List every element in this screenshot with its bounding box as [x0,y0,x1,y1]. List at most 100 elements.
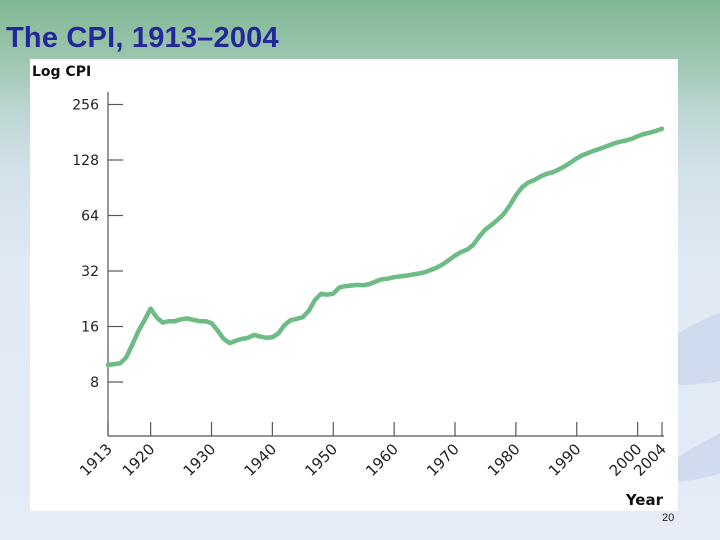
cpi-data-point [410,273,414,277]
cpi-data-point [630,137,634,141]
cpi-data-point [106,363,110,367]
cpi-data-point [209,321,214,325]
cpi-data-point [331,292,335,296]
cpi-data-point [587,151,591,155]
cpi-data-point [319,292,323,296]
x-tick-label: 1913 [76,440,116,480]
cpi-data-point [556,168,561,172]
cpi-data-point [538,175,542,179]
x-tick-label: 1930 [180,440,220,480]
x-tick-label: 1980 [484,440,524,480]
x-tick-label: 1940 [240,440,280,480]
y-tick-label: 256 [72,98,99,114]
cpi-data-point [617,140,622,144]
cpi-data-point [142,318,147,322]
cpi-data-point [459,250,463,254]
cpi-data-point [130,342,134,346]
cpi-data-point [325,293,329,297]
cpi-data-point [337,286,341,290]
cpi-data-point [392,275,396,279]
cpi-data-point [496,218,500,222]
cpi-data-point [185,316,189,320]
cpi-data-point [623,139,628,143]
y-tick-label: 64 [81,209,99,225]
y-tick-label: 8 [90,375,99,391]
cpi-data-point [161,321,165,325]
cpi-data-point [222,337,226,341]
cpi-data-point [270,335,274,339]
cpi-data-point [477,234,481,238]
x-axis-label: Year [625,491,664,509]
cpi-data-point [179,317,183,321]
cpi-data-point [563,164,567,168]
x-tick-label: 1990 [545,440,585,480]
cpi-data-point [423,270,427,274]
cpi-data-point [295,317,299,321]
series-layer [105,126,665,368]
cpi-data-point [471,243,475,247]
cpi-data-point [569,160,573,165]
cpi-data-point [191,318,195,322]
cpi-data-point [435,266,439,270]
cpi-data-point [593,148,597,152]
cpi-data-point [118,361,122,365]
cpi-data-point [264,336,268,340]
cpi-data-point [465,248,469,252]
cpi-data-point [228,341,232,345]
cpi-data-point [654,129,658,133]
cpi-data-point [124,355,128,359]
cpi-data-point [441,262,445,266]
page-number: 20 [662,512,675,524]
slide-title: The CPI, 1913–2004 [6,22,279,54]
cpi-data-point [246,336,250,340]
cpi-data-point [599,146,603,150]
cpi-data-point [502,212,506,216]
cpi-data-point [356,283,360,287]
cpi-data-point [429,268,433,272]
cpi-data-point [155,315,159,320]
cpi-data-point [581,153,585,157]
cpi-data-point [447,258,451,262]
cpi-data-point [167,319,171,323]
cpi-data-point [514,193,518,197]
cpi-data-point [386,277,390,281]
cpi-data-point [520,185,524,189]
cpi-data-point [173,319,177,323]
cpi-data-point [636,134,640,138]
x-tick-label: 1960 [362,440,402,480]
cpi-data-point [289,318,293,322]
cpi-data-point [489,223,494,227]
y-tick-label: 128 [72,153,99,169]
cpi-data-point [343,284,347,288]
y-axis-label: Log CPI [32,64,91,80]
cpi-data-point [258,335,262,339]
cpi-data-point [197,319,201,323]
cpi-data-point [605,144,609,148]
cpi-data-point [380,277,384,281]
cpi-data-point [642,132,646,136]
cpi-data-point [203,319,207,323]
cpi-data-point [149,307,153,311]
cpi-line-chart: Log CPI Year 8 16 32 64 128 256 1913 1920 1930 19… [32,64,670,509]
cpi-data-point [313,298,317,302]
cpi-data-point [453,254,457,258]
cpi-data-point [252,333,256,337]
cpi-data-point [307,309,311,313]
cpi-series-line [105,126,665,368]
cpi-data-point [611,142,615,146]
cpi-data-point [544,172,548,176]
chart-panel: Log CPI Year 8 16 32 64 128 256 1913 1920 1930 19… [30,59,678,511]
cpi-data-point [136,329,140,333]
cpi-data-point [301,315,305,319]
cpi-data-point [575,156,579,160]
cpi-data-point [240,337,244,341]
y-tick-label: 16 [81,320,99,336]
cpi-data-point [483,227,488,231]
cpi-data-point [276,331,281,335]
cpi-data-point [216,329,220,333]
cpi-data-point [234,339,238,343]
cpi-data-point [374,279,378,283]
cpi-data-point [404,274,408,278]
cpi-data-point [648,131,652,135]
cpi-data-point [368,282,372,286]
